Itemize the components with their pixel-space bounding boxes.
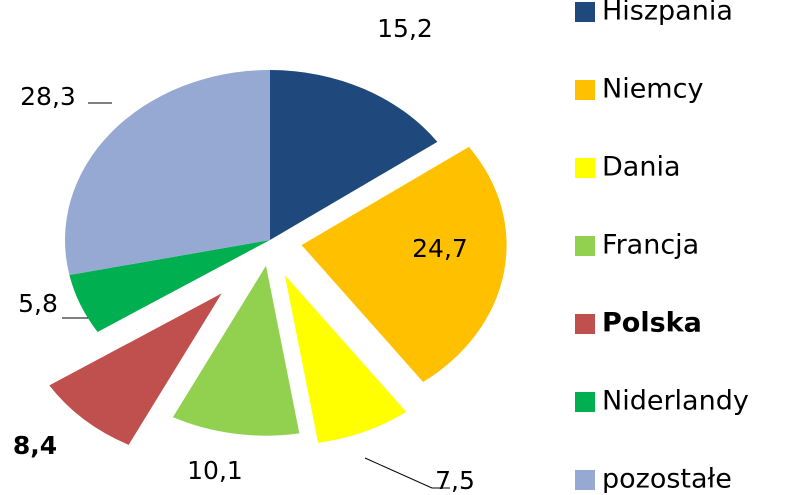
legend-swatch <box>575 158 595 178</box>
legend-label: Niemcy <box>602 74 703 105</box>
pie-slice <box>69 240 270 332</box>
legend-label: Dania <box>602 152 681 183</box>
legend-label: Hiszpania <box>602 0 733 27</box>
data-label: 5,8 <box>18 289 58 318</box>
legend-swatch <box>575 2 595 22</box>
legend-label: Polska <box>602 308 702 339</box>
legend-label: Francja <box>602 230 699 261</box>
pie-slice <box>172 265 300 436</box>
pie-slice <box>301 146 507 383</box>
pie-slice <box>270 70 438 240</box>
legend-swatch <box>575 392 595 412</box>
legend-swatch <box>575 236 595 256</box>
leader-line <box>364 457 450 489</box>
data-label: 7,5 <box>435 466 475 495</box>
data-label: 24,7 <box>412 234 468 263</box>
pie-slice <box>49 293 222 445</box>
legend-label: Niderlandy <box>602 386 749 417</box>
legend-swatch <box>575 470 595 490</box>
data-label: 10,1 <box>187 456 243 485</box>
legend-swatch <box>575 314 595 334</box>
data-label: 8,4 <box>13 431 57 460</box>
pie-slice <box>65 70 270 275</box>
pie-slice <box>284 275 407 443</box>
data-label: 15,2 <box>377 14 433 43</box>
legend-label: pozostałe <box>602 464 732 495</box>
data-label: 28,3 <box>20 82 76 111</box>
legend-swatch <box>575 80 595 100</box>
